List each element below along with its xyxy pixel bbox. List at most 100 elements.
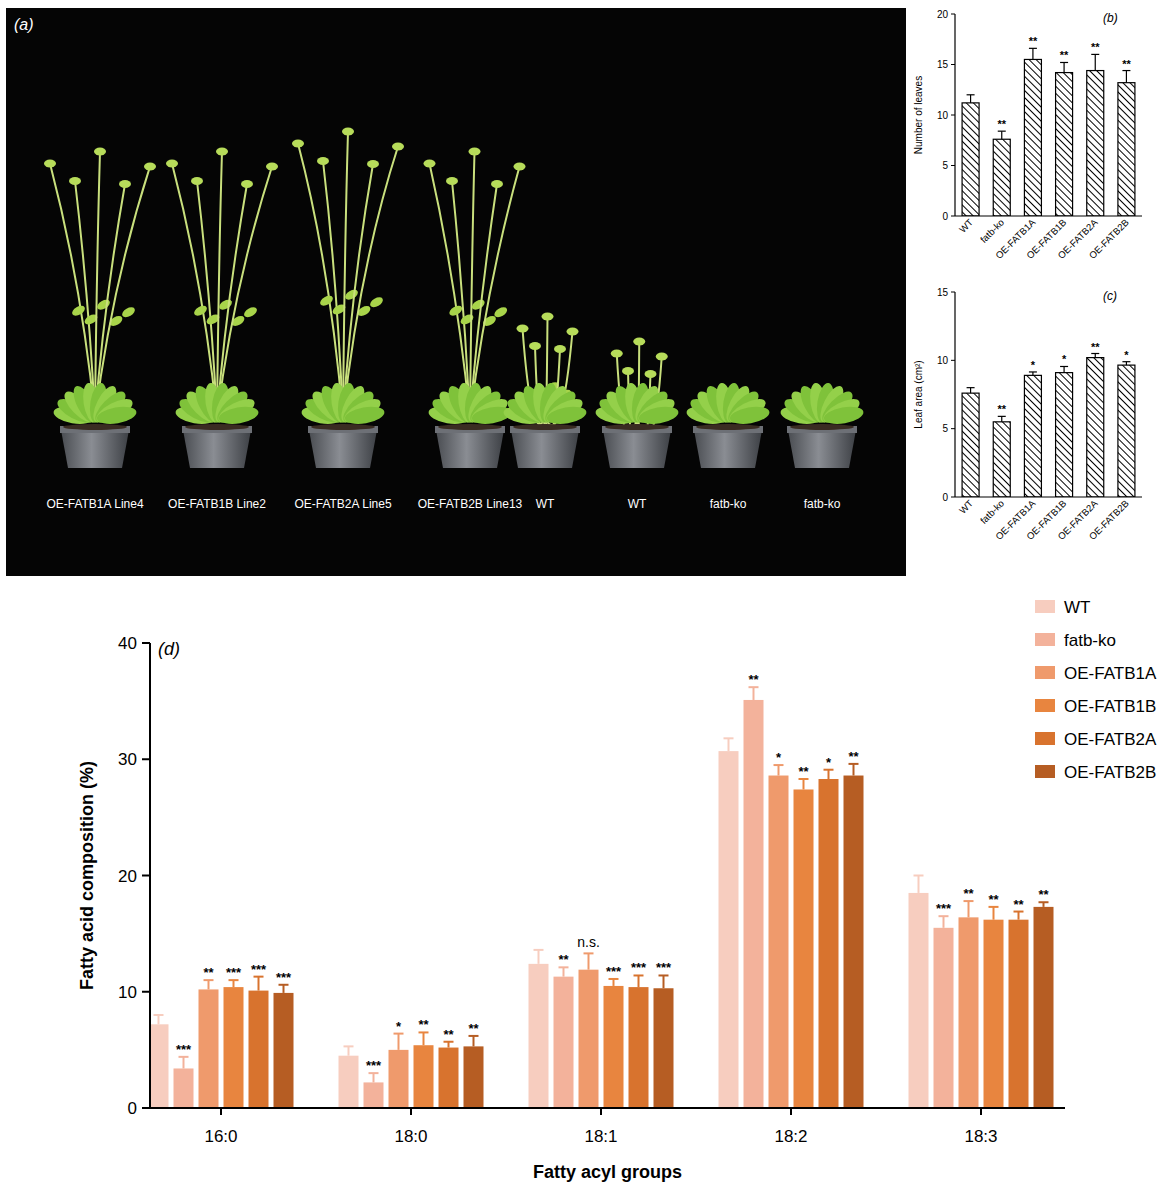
- plant: [685, 382, 771, 468]
- x-tick: [980, 1108, 982, 1115]
- axis-title: Number of leaves: [913, 76, 924, 154]
- bar: [199, 989, 219, 1108]
- error-cap: [534, 949, 544, 951]
- error-bar: [613, 979, 615, 986]
- significance: **: [963, 886, 974, 901]
- error-cap: [1029, 48, 1037, 49]
- stem-leaf: [459, 313, 475, 327]
- chart-0: (b)Number of leaves05101520WT**fatb-ko**…: [913, 9, 1142, 261]
- significance: **: [1038, 887, 1049, 902]
- error-bar: [663, 975, 665, 988]
- pot: [603, 430, 671, 468]
- significance: ***: [631, 960, 647, 975]
- error-cap: [1029, 371, 1037, 372]
- error-cap: [1091, 54, 1099, 55]
- plant: [44, 148, 156, 469]
- stem-tip: [166, 160, 178, 168]
- soil: [513, 424, 577, 430]
- figure: (a)OE-FATB1A Line4OE-FATB1B Line2OE-FATB…: [0, 0, 1157, 1192]
- stem-tip: [567, 328, 579, 336]
- x-tick-label: OE-FATB2B: [1087, 498, 1131, 542]
- x-tick: [410, 1108, 412, 1115]
- stem-leaf: [242, 305, 258, 319]
- rosette-leaf: [218, 404, 260, 427]
- legend-swatch: [1035, 765, 1055, 778]
- plant-label: OE-FATB1A Line4: [46, 497, 143, 511]
- x-tick: [790, 1108, 792, 1115]
- bar: [909, 893, 929, 1108]
- error-bar: [283, 985, 285, 993]
- legend-label: OE-FATB1B: [1064, 697, 1156, 716]
- stem: [298, 144, 343, 419]
- rosette-leaf: [729, 404, 771, 427]
- rosette-leaf: [546, 404, 588, 427]
- y-tick-label: 30: [118, 750, 137, 769]
- plant-label: fatb-ko: [710, 497, 747, 511]
- marks: [962, 354, 1135, 498]
- error-bar: [1032, 48, 1033, 59]
- photo-background: [6, 8, 906, 576]
- significance: ***: [251, 962, 267, 977]
- y-tick-label: 15: [937, 59, 949, 70]
- y-tick: [142, 758, 150, 760]
- pot: [309, 430, 377, 468]
- stem-tip: [424, 160, 436, 168]
- legend-label: OE-FATB2B: [1064, 763, 1156, 782]
- pot: [511, 430, 579, 468]
- soil: [790, 424, 854, 430]
- bar: [1118, 365, 1135, 497]
- stem-leaf: [318, 294, 334, 308]
- bar: [1024, 375, 1041, 497]
- error-cap: [1060, 366, 1068, 367]
- plant: [166, 148, 278, 469]
- plant: [502, 313, 588, 469]
- bar: [174, 1068, 194, 1108]
- error-bar: [563, 967, 565, 976]
- significance: ***: [176, 1042, 192, 1057]
- bar: [744, 700, 764, 1108]
- significance: ***: [366, 1058, 382, 1073]
- plant-label: WT: [536, 497, 555, 511]
- stem-leaf: [343, 288, 359, 302]
- x-tick-label: 18:0: [394, 1127, 427, 1146]
- y-tick-label: 10: [937, 110, 949, 121]
- error-bar: [158, 1015, 160, 1024]
- plant-label: fatb-ko: [804, 497, 841, 511]
- error-bar: [828, 770, 830, 779]
- stem-leaf: [95, 298, 111, 312]
- axis-title: Leaf area (cm²): [913, 360, 924, 428]
- bar: [794, 789, 814, 1108]
- stem-tip: [191, 177, 203, 185]
- stem-leaf: [217, 298, 233, 312]
- error-bar: [473, 1036, 475, 1046]
- stem: [95, 167, 150, 419]
- bar: [962, 103, 979, 216]
- legend-swatch: [1035, 732, 1055, 745]
- bar: [1087, 71, 1104, 216]
- marks: [962, 48, 1135, 216]
- error-bar: [753, 687, 755, 700]
- stem-tip: [266, 163, 278, 171]
- error-cap: [584, 952, 594, 954]
- error-cap: [1122, 361, 1130, 362]
- pot: [694, 430, 762, 468]
- significance: *: [776, 750, 782, 765]
- pot: [61, 430, 129, 468]
- significance: **: [997, 403, 1006, 415]
- plant-label: OE-FATB2B Line13: [418, 497, 523, 511]
- stem-tip: [656, 353, 668, 361]
- bar: [984, 920, 1004, 1108]
- significance: *: [1031, 359, 1036, 371]
- pot: [788, 430, 856, 468]
- error-cap: [1091, 353, 1099, 354]
- bar: [1118, 83, 1135, 216]
- significance: n.s.: [577, 934, 600, 950]
- x-tick: [600, 1108, 602, 1115]
- legend-label: WT: [1064, 598, 1090, 617]
- error-cap: [998, 416, 1006, 417]
- significance: **: [1060, 49, 1069, 61]
- significance: ***: [276, 970, 292, 985]
- bar: [579, 970, 599, 1108]
- rosette-leaf: [823, 404, 865, 427]
- plant-label: OE-FATB2A Line5: [294, 497, 391, 511]
